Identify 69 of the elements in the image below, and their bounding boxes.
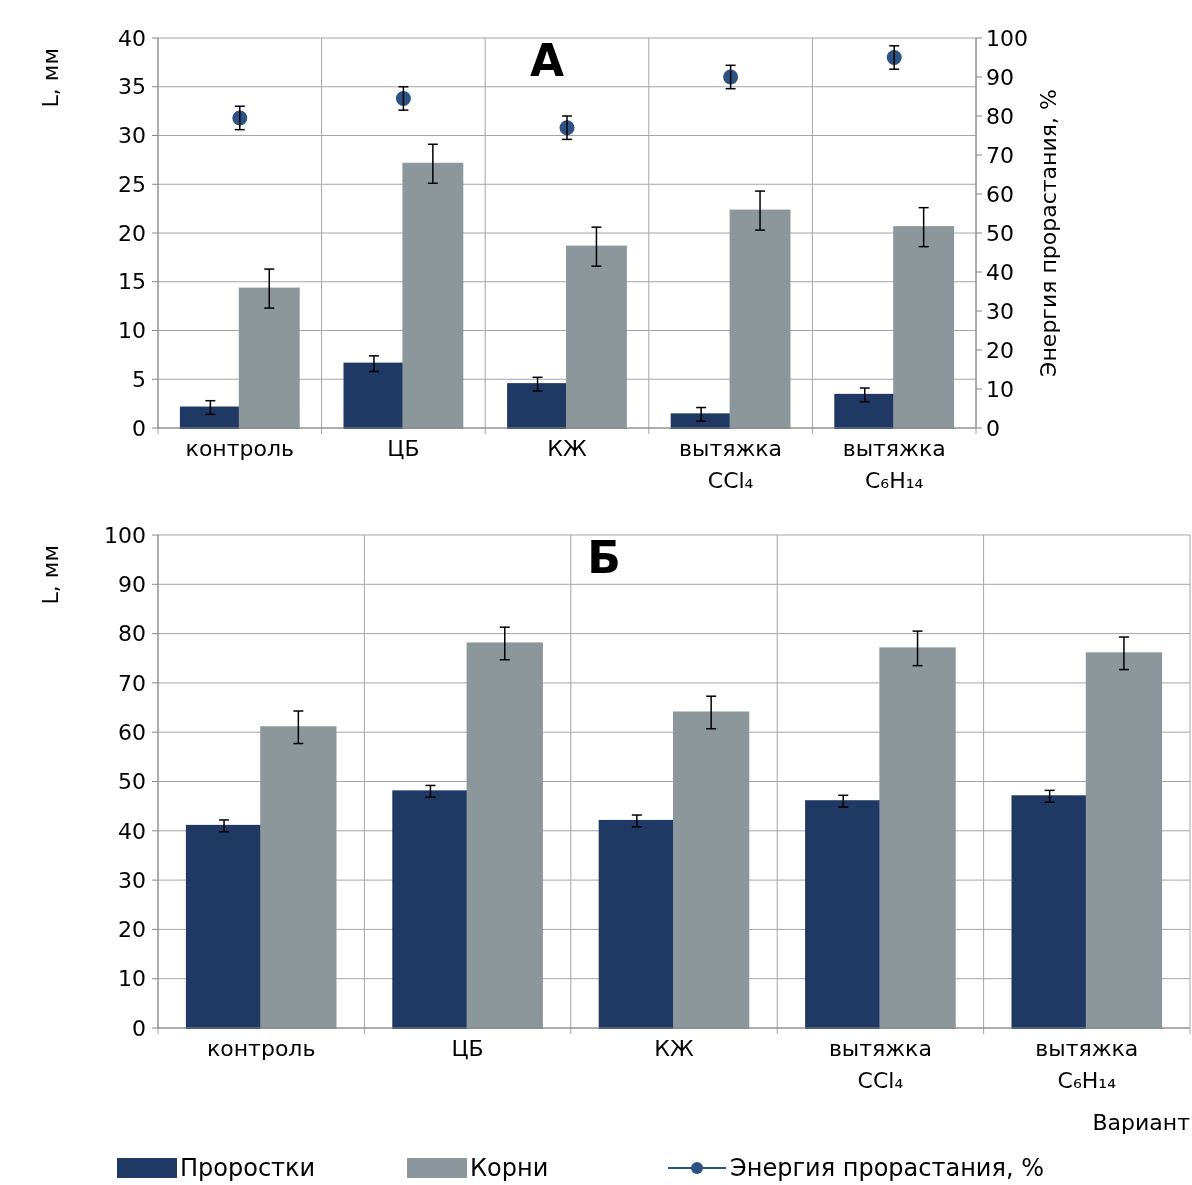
- bar: [507, 383, 568, 429]
- bar: [805, 800, 882, 1029]
- legend-label: Энергия прорастания, %: [730, 1154, 1044, 1183]
- y2-tick-label: 10: [986, 376, 1014, 402]
- bar: [566, 245, 627, 429]
- bar: [402, 162, 464, 429]
- x-tick-label: ЦБ: [451, 1036, 484, 1061]
- y-tick-label: 5: [132, 366, 146, 392]
- bar: [392, 790, 469, 1029]
- y-tick-label: 20: [118, 917, 146, 943]
- y-tick-label: 20: [118, 220, 146, 246]
- x-tick-label: вытяжка CCl₄: [679, 436, 783, 493]
- y2-tick-label: 90: [986, 64, 1014, 90]
- x-tick-label: ЦБ: [387, 436, 420, 461]
- x-tick-label: КЖ: [654, 1036, 694, 1061]
- y2-tick-label: 70: [986, 142, 1014, 168]
- y-tick-label: 50: [118, 769, 146, 795]
- y-tick-label: 25: [118, 171, 146, 197]
- y-tick-label: 80: [118, 621, 146, 647]
- y-axis-title: L, мм: [38, 545, 63, 605]
- y-tick-label: 30: [118, 867, 146, 893]
- y-tick-label: 10: [118, 966, 146, 992]
- y2-tick-label: 50: [986, 220, 1014, 246]
- y-tick-label: 40: [118, 25, 146, 51]
- bar: [598, 819, 675, 1029]
- bar: [729, 209, 791, 429]
- y-tick-label: 100: [104, 522, 146, 548]
- y-tick-label: 0: [132, 415, 146, 441]
- y-tick-label: 0: [132, 1015, 146, 1041]
- y-tick-label: 90: [118, 572, 146, 597]
- bar: [879, 647, 956, 1029]
- point: [395, 90, 411, 106]
- bar: [673, 711, 750, 1029]
- bar: [834, 393, 896, 429]
- y2-tick-label: 30: [986, 298, 1014, 324]
- legend-label: Корни: [470, 1154, 549, 1183]
- y2-tick-label: 40: [986, 259, 1014, 285]
- bar: [893, 226, 955, 429]
- y2-tick-label: 60: [986, 181, 1014, 207]
- x-tick-label: вытяжка C₆H₁₄: [842, 436, 946, 493]
- chart-title: Б: [587, 532, 621, 583]
- y2-tick-label: 0: [986, 415, 1000, 441]
- x-tick-label: КЖ: [547, 436, 587, 461]
- y-tick-label: 30: [118, 123, 146, 149]
- y-tick-label: 15: [118, 269, 146, 295]
- x-tick-label: вытяжка C₆H₁₄: [1035, 1036, 1139, 1093]
- y2-tick-label: 80: [986, 103, 1014, 129]
- y2-tick-label: 20: [986, 337, 1014, 363]
- bar: [1085, 652, 1163, 1029]
- y-tick-label: 35: [118, 74, 146, 100]
- x-tick-label: вытяжка CCl₄: [828, 1036, 932, 1093]
- y2-tick-label: 100: [986, 25, 1028, 51]
- legend-label: Проростки: [180, 1154, 316, 1183]
- x-axis-title: Вариант: [1092, 1110, 1191, 1135]
- y-tick-label: 70: [118, 670, 146, 696]
- bar: [466, 642, 543, 1029]
- y-tick-label: 10: [118, 318, 146, 344]
- bar: [260, 726, 337, 1029]
- chart-title: А: [529, 35, 565, 86]
- bar: [1011, 795, 1088, 1029]
- y2-axis-title: Энергия прорастания, %: [1036, 89, 1061, 377]
- y-tick-label: 40: [118, 818, 146, 844]
- bar: [185, 824, 263, 1029]
- bar: [238, 287, 300, 429]
- x-tick-label: контроль: [185, 436, 294, 461]
- y-tick-label: 60: [118, 719, 146, 745]
- y-axis-title: L, мм: [38, 48, 63, 108]
- bar: [343, 362, 405, 429]
- x-tick-label: контроль: [207, 1036, 316, 1061]
